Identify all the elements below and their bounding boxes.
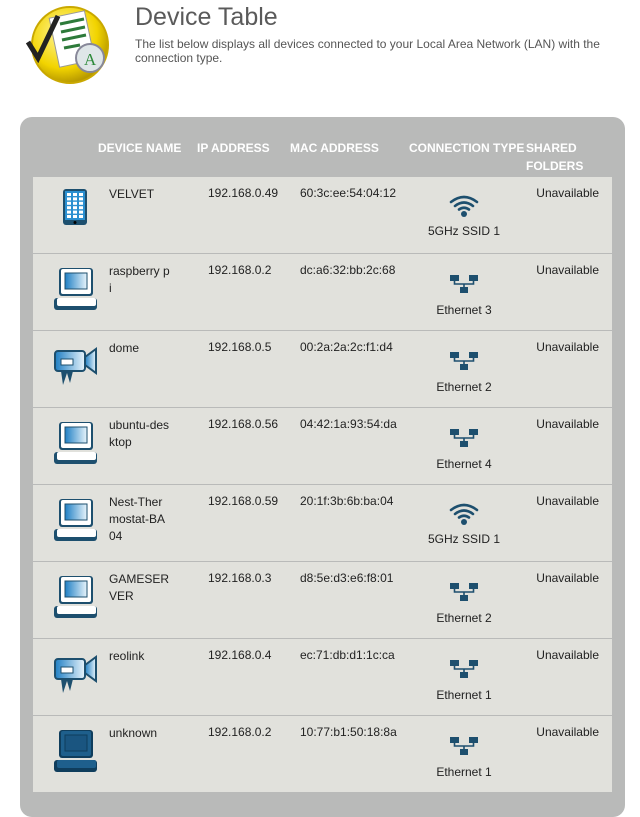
- shared-folders: Unavailable: [536, 263, 599, 277]
- shared-folders: Unavailable: [536, 725, 599, 739]
- table-row[interactable]: reolink 192.168.0.4 ec:71:db:d1:1c:ca Et…: [33, 639, 612, 716]
- camera-icon: [53, 343, 99, 389]
- device-name: GAMESERVER: [109, 572, 170, 603]
- device-name: reolink: [109, 649, 145, 663]
- connection-label: Ethernet 3: [436, 303, 492, 317]
- connection-type: Ethernet 2: [413, 571, 515, 625]
- table-row[interactable]: GAMESERVER 192.168.0.3 d8:5e:d3:e6:f8:01…: [33, 562, 612, 639]
- mac-address: 20:1f:3b:6b:ba:04: [300, 494, 394, 508]
- mac-address: dc:a6:32:bb:2c:68: [300, 263, 396, 277]
- connection-label: Ethernet 1: [436, 765, 492, 779]
- table-row[interactable]: ubuntu-desktop 192.168.0.56 04:42:1a:93:…: [33, 408, 612, 485]
- ethernet-icon: [450, 352, 478, 370]
- connection-type: Ethernet 1: [413, 725, 515, 779]
- connection-label: 5GHz SSID 1: [427, 532, 501, 546]
- connection-type: 5GHz SSID 1: [413, 186, 515, 238]
- mac-address: ec:71:db:d1:1c:ca: [300, 648, 395, 662]
- computer-icon: [53, 497, 99, 543]
- device-name: unknown: [109, 726, 158, 740]
- shared-folders: Unavailable: [536, 571, 599, 585]
- column-connection-type: CONNECTION TYPE: [409, 141, 525, 155]
- connection-label: Ethernet 2: [436, 380, 492, 394]
- ip-address: 192.168.0.3: [208, 571, 272, 585]
- device-name: Nest-Thermostat-BA04: [109, 495, 166, 543]
- ethernet-icon: [450, 429, 478, 447]
- wifi-icon: [449, 503, 479, 525]
- shared-folders: Unavailable: [536, 417, 599, 431]
- ip-address: 192.168.0.56: [208, 417, 279, 431]
- shared-folders: Unavailable: [536, 494, 599, 508]
- shared-folders: Unavailable: [536, 340, 599, 354]
- device-name: dome: [109, 341, 140, 355]
- tablet-icon: [53, 189, 99, 235]
- table-row[interactable]: raspberry pi 192.168.0.2 dc:a6:32:bb:2c:…: [33, 254, 612, 331]
- device-name: raspberry pi: [109, 264, 170, 295]
- device-table-logo-icon: A: [25, 6, 109, 84]
- mac-address: 60:3c:ee:54:04:12: [300, 186, 397, 200]
- table-row[interactable]: VELVET 192.168.0.49 60:3c:ee:54:04:12 5G…: [33, 177, 612, 254]
- svg-text:A: A: [84, 50, 97, 69]
- ip-address: 192.168.0.5: [208, 340, 272, 354]
- column-shared: SHARED: [526, 141, 577, 155]
- connection-type: Ethernet 4: [413, 417, 515, 471]
- table-row[interactable]: Nest-Thermostat-BA04 192.168.0.59 20:1f:…: [33, 485, 612, 562]
- table-row[interactable]: dome 192.168.0.5 00:2a:2a:2c:f1:d4 Ether…: [33, 331, 612, 408]
- page-description: The list below displays all devices conn…: [135, 37, 600, 65]
- mac-address: 00:2a:2a:2c:f1:d4: [300, 340, 393, 354]
- column-ip-address: IP ADDRESS: [197, 141, 270, 155]
- connection-type: Ethernet 3: [413, 263, 515, 317]
- unknown-computer-icon: [53, 728, 99, 774]
- column-mac-address: MAC ADDRESS: [290, 141, 379, 155]
- connection-label: Ethernet 1: [436, 688, 492, 702]
- computer-icon: [53, 574, 99, 620]
- table-row[interactable]: unknown 192.168.0.2 10:77:b1:50:18:8a Et…: [33, 716, 612, 793]
- ip-address: 192.168.0.2: [208, 725, 272, 739]
- mac-address: d8:5e:d3:e6:f8:01: [300, 571, 394, 585]
- ip-address: 192.168.0.2: [208, 263, 272, 277]
- ip-address: 192.168.0.49: [208, 186, 279, 200]
- connection-label: 5GHz SSID 1: [427, 224, 501, 238]
- ip-address: 192.168.0.4: [208, 648, 272, 662]
- connection-label: Ethernet 2: [436, 611, 492, 625]
- shared-folders: Unavailable: [536, 186, 599, 200]
- column-device-name: DEVICE NAME: [98, 141, 182, 155]
- ethernet-icon: [450, 583, 478, 601]
- connection-type: 5GHz SSID 1: [413, 494, 515, 546]
- column-folders: FOLDERS: [526, 159, 584, 173]
- computer-icon: [53, 266, 99, 312]
- device-name: VELVET: [109, 187, 155, 201]
- device-list: VELVET 192.168.0.49 60:3c:ee:54:04:12 5G…: [33, 177, 612, 793]
- device-name: ubuntu-desktop: [109, 418, 170, 449]
- mac-address: 04:42:1a:93:54:da: [300, 417, 397, 431]
- computer-icon: [53, 420, 99, 466]
- ip-address: 192.168.0.59: [208, 494, 279, 508]
- mac-address: 10:77:b1:50:18:8a: [300, 725, 397, 739]
- ethernet-icon: [450, 737, 478, 755]
- shared-folders: Unavailable: [536, 648, 599, 662]
- connection-type: Ethernet 2: [413, 340, 515, 394]
- connection-type: Ethernet 1: [413, 648, 515, 702]
- ethernet-icon: [450, 275, 478, 293]
- ethernet-icon: [450, 660, 478, 678]
- page-title: Device Table: [135, 3, 278, 31]
- wifi-icon: [449, 195, 479, 217]
- connection-label: Ethernet 4: [436, 457, 492, 471]
- camera-icon: [53, 651, 99, 697]
